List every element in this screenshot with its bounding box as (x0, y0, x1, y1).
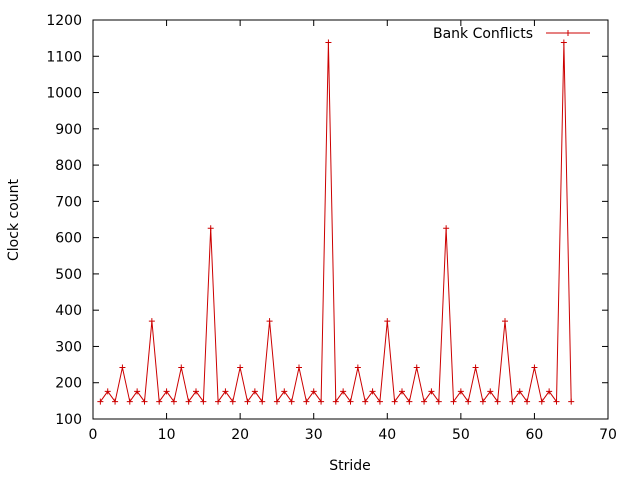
data-point (259, 398, 266, 405)
data-point (457, 388, 464, 395)
data-point (207, 225, 214, 232)
data-point (391, 398, 398, 405)
x-tick-label: 10 (158, 427, 176, 443)
y-tick-label: 300 (55, 339, 82, 355)
y-tick-label: 400 (55, 303, 82, 319)
data-point (325, 39, 332, 46)
x-tick-label: 70 (599, 427, 617, 443)
x-tick-label: 50 (452, 427, 470, 443)
data-point (310, 388, 317, 395)
data-point (163, 388, 170, 395)
data-point (296, 364, 302, 371)
data-point (369, 388, 376, 395)
data-point (97, 398, 104, 405)
plot-frame (92, 19, 609, 420)
data-point (384, 318, 391, 325)
data-point (568, 398, 575, 405)
y-tick-label: 500 (55, 267, 82, 283)
data-point (170, 398, 177, 405)
data-point (546, 388, 553, 395)
data-point (222, 388, 229, 395)
data-point (273, 398, 280, 405)
y-tick-label: 1200 (46, 13, 82, 29)
data-point (251, 388, 258, 395)
x-axis-ticks: 0 10 20 30 40 50 60 70 (89, 20, 617, 443)
data-point (465, 398, 472, 405)
y-tick-label: 100 (55, 412, 82, 428)
data-point (148, 318, 155, 325)
data-point (472, 364, 479, 371)
series-layer (97, 39, 575, 405)
data-point (281, 388, 288, 395)
y-tick-label: 200 (55, 376, 82, 392)
data-point (229, 398, 236, 405)
data-point (104, 388, 111, 395)
data-point (538, 398, 545, 405)
data-point (406, 398, 413, 405)
x-tick-label: 40 (378, 427, 396, 443)
data-point (494, 398, 501, 405)
data-point (318, 398, 325, 405)
data-point (487, 388, 494, 395)
y-axis-ticks: 100 200 300 400 500 600 700 800 900 1000 1100 1200 (46, 13, 608, 428)
data-point (237, 364, 244, 371)
data-point (193, 388, 199, 395)
x-tick-label: 60 (526, 427, 544, 443)
y-axis-label: Clock count (6, 178, 22, 260)
data-point (126, 398, 133, 405)
data-point (200, 398, 207, 405)
y-tick-label: 600 (55, 231, 82, 247)
data-point (303, 398, 310, 405)
data-point (399, 388, 405, 395)
data-point (502, 318, 508, 325)
legend-label: Bank Conflicts (433, 26, 533, 42)
data-point (362, 398, 369, 405)
data-point (516, 388, 523, 395)
data-point (531, 364, 538, 371)
data-point (509, 398, 516, 405)
data-point (244, 398, 251, 405)
series-line (99, 42, 572, 404)
data-point (376, 398, 383, 405)
x-tick-label: 0 (89, 427, 98, 443)
data-point (215, 398, 222, 405)
data-point (450, 398, 457, 405)
data-point (134, 388, 141, 395)
data-point (112, 398, 119, 405)
y-tick-label: 800 (55, 158, 82, 174)
y-tick-label: 1100 (46, 49, 82, 65)
data-point (141, 398, 148, 405)
data-point (435, 398, 442, 405)
data-point (413, 364, 420, 371)
x-tick-label: 30 (305, 427, 323, 443)
data-point (443, 225, 450, 232)
legend: Bank Conflicts (433, 26, 590, 42)
data-point (178, 364, 185, 371)
data-point (428, 388, 435, 395)
x-tick-label: 20 (231, 427, 249, 443)
data-point (119, 364, 126, 371)
data-point (288, 398, 295, 405)
data-point (553, 398, 560, 405)
data-point (524, 398, 531, 405)
data-point (421, 398, 428, 405)
data-point (266, 318, 273, 325)
x-axis-label: Stride (329, 458, 371, 474)
data-point (479, 398, 486, 405)
legend-marker (565, 30, 571, 36)
data-point (156, 398, 163, 405)
data-point (560, 39, 567, 46)
data-point (340, 388, 347, 395)
y-tick-label: 1000 (46, 86, 82, 102)
data-point (332, 398, 339, 405)
y-tick-label: 700 (55, 194, 82, 210)
data-point (354, 364, 361, 371)
data-point (347, 398, 354, 405)
y-tick-label: 900 (55, 122, 82, 138)
data-point (185, 398, 192, 405)
